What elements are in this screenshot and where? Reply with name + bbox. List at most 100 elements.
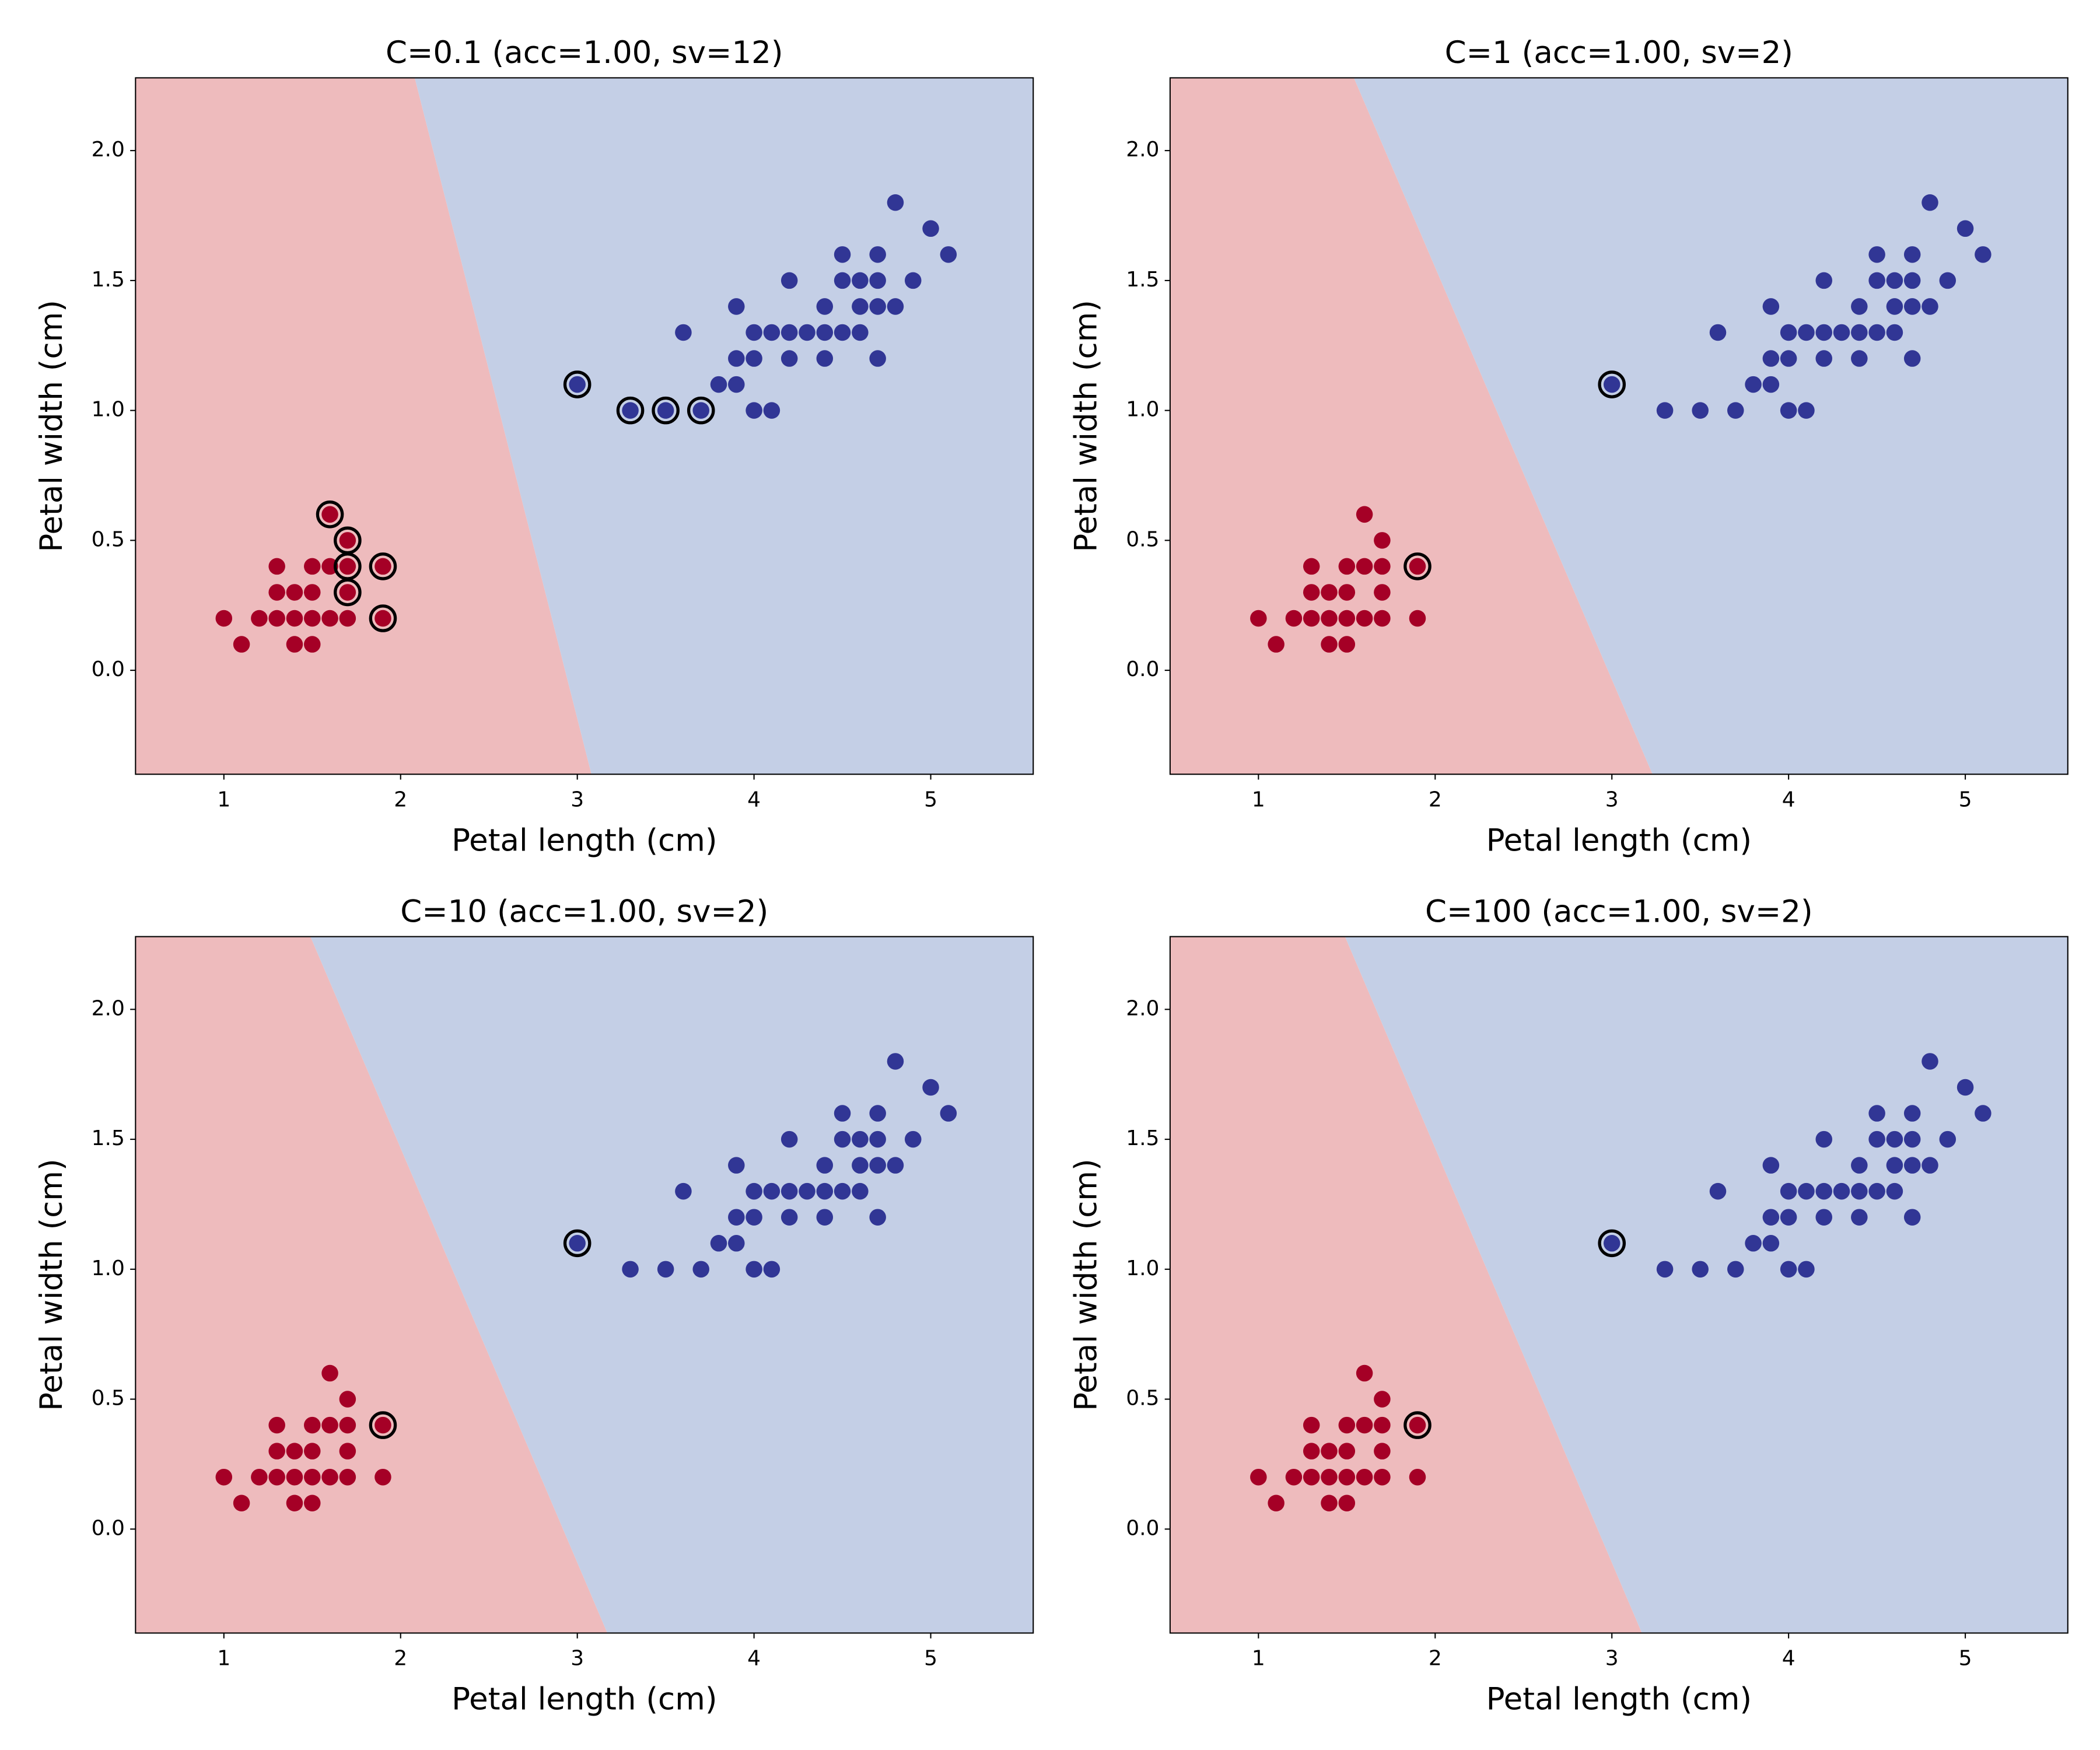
data-point-class-0 bbox=[374, 1416, 391, 1434]
data-point-class-1 bbox=[763, 402, 780, 419]
data-point-class-1 bbox=[1868, 272, 1885, 289]
chart-panel-3: 1 2 3 4 5 0.0 0.5 1.0 1.5 2.0 C=10 (acc=1.00, sv=2… bbox=[34, 894, 1034, 1717]
data-point-class-1 bbox=[869, 246, 886, 263]
support-vector-ring bbox=[1404, 1411, 1432, 1439]
data-point-class-1 bbox=[869, 1157, 886, 1174]
data-point-class-1 bbox=[1762, 1235, 1780, 1252]
support-vector-ring bbox=[652, 396, 680, 425]
data-point-class-0 bbox=[268, 1416, 285, 1434]
y-tick-label: 1.5 bbox=[92, 268, 125, 292]
x-axis-label: Petal length (cm) bbox=[1486, 1682, 1752, 1717]
data-point-class-1 bbox=[816, 298, 834, 315]
data-point-class-1 bbox=[834, 1105, 851, 1122]
data-point-class-1 bbox=[710, 1235, 727, 1252]
data-point-class-0 bbox=[286, 636, 303, 653]
y-tick-label: 2.0 bbox=[1126, 138, 1159, 162]
data-point-class-1 bbox=[816, 1209, 834, 1226]
y-tick-label: 1.0 bbox=[1126, 398, 1159, 422]
x-tick-label: 5 bbox=[1959, 788, 1972, 811]
data-point-class-1 bbox=[692, 402, 709, 419]
data-point-class-0 bbox=[339, 610, 356, 627]
support-vector-ring bbox=[1404, 552, 1432, 580]
data-point-class-1 bbox=[904, 272, 922, 289]
data-point-class-1 bbox=[746, 1182, 762, 1200]
x-tick-label: 3 bbox=[570, 788, 584, 811]
data-point-class-1 bbox=[1815, 1182, 1832, 1200]
data-point-class-1 bbox=[1886, 298, 1903, 315]
data-point-class-1 bbox=[1780, 1182, 1797, 1200]
data-point-class-1 bbox=[710, 376, 727, 393]
data-point-class-1 bbox=[1603, 376, 1620, 393]
data-point-class-0 bbox=[339, 1391, 356, 1408]
data-point-class-0 bbox=[321, 1416, 338, 1434]
data-point-class-0 bbox=[1338, 610, 1356, 627]
data-point-class-0 bbox=[1409, 558, 1426, 575]
data-point-class-0 bbox=[304, 610, 321, 627]
data-point-class-1 bbox=[869, 298, 886, 315]
y-tick-label: 2.0 bbox=[92, 996, 125, 1020]
data-point-class-0 bbox=[1321, 584, 1338, 601]
data-point-class-0 bbox=[1321, 1494, 1338, 1512]
data-point-class-0 bbox=[1374, 610, 1391, 627]
data-point-class-1 bbox=[1886, 1130, 1903, 1148]
data-point-class-1 bbox=[1780, 324, 1797, 341]
data-point-class-1 bbox=[1727, 1261, 1744, 1278]
support-vector-ring bbox=[369, 1411, 397, 1439]
y-tick-label: 1.0 bbox=[1126, 1256, 1159, 1280]
data-point-class-1 bbox=[569, 1235, 586, 1252]
decision-region-right bbox=[1345, 936, 2068, 1633]
support-vector-ring bbox=[687, 396, 715, 425]
data-point-class-1 bbox=[834, 272, 851, 289]
data-point-class-0 bbox=[1356, 558, 1373, 575]
data-point-class-0 bbox=[1285, 610, 1303, 627]
data-point-class-1 bbox=[887, 298, 904, 315]
data-point-class-1 bbox=[746, 1209, 762, 1226]
data-point-class-0 bbox=[304, 1443, 321, 1460]
decision-region-left bbox=[1170, 78, 1653, 775]
x-tick-label: 1 bbox=[217, 1647, 230, 1671]
data-point-class-1 bbox=[1745, 376, 1762, 393]
data-point-class-0 bbox=[1321, 1468, 1338, 1486]
data-point-class-0 bbox=[286, 1443, 303, 1460]
data-point-class-0 bbox=[304, 1494, 321, 1512]
data-point-class-1 bbox=[887, 1157, 904, 1174]
data-point-class-0 bbox=[251, 1468, 268, 1486]
data-point-class-0 bbox=[1338, 1468, 1356, 1486]
data-point-class-1 bbox=[852, 272, 869, 289]
data-point-class-0 bbox=[268, 610, 285, 627]
x-tick-label: 4 bbox=[1782, 1647, 1796, 1671]
data-point-class-1 bbox=[1709, 324, 1727, 341]
data-point-class-0 bbox=[304, 584, 321, 601]
data-point-class-0 bbox=[321, 506, 338, 523]
data-point-class-0 bbox=[286, 584, 303, 601]
x-tick-label: 3 bbox=[1605, 1647, 1619, 1671]
data-point-class-1 bbox=[1762, 376, 1780, 393]
data-point-class-1 bbox=[746, 350, 762, 367]
data-point-class-1 bbox=[799, 1182, 816, 1200]
x-axis-label: Petal length (cm) bbox=[1486, 822, 1752, 858]
data-point-class-1 bbox=[1692, 402, 1709, 419]
chart-title: C=1 (acc=1.00, sv=2) bbox=[1445, 35, 1793, 71]
y-tick-label: 0.0 bbox=[92, 657, 125, 681]
data-point-class-0 bbox=[339, 1443, 356, 1460]
data-point-class-0 bbox=[1374, 1468, 1391, 1486]
x-tick-label: 2 bbox=[1429, 1647, 1442, 1671]
x-tick-label: 4 bbox=[1782, 788, 1796, 811]
y-axis-label: Petal width (cm) bbox=[34, 1158, 69, 1411]
data-point-class-0 bbox=[374, 1468, 391, 1486]
x-tick-label: 4 bbox=[747, 788, 761, 811]
support-vector-ring bbox=[1598, 1229, 1626, 1258]
chart-title: C=10 (acc=1.00, sv=2) bbox=[400, 894, 768, 929]
axes-frame bbox=[1169, 936, 2068, 1634]
data-point-class-1 bbox=[1798, 1182, 1815, 1200]
data-point-class-1 bbox=[1886, 1182, 1903, 1200]
data-point-class-1 bbox=[852, 1157, 869, 1174]
data-point-class-0 bbox=[286, 1468, 303, 1486]
data-point-class-0 bbox=[374, 558, 391, 575]
data-point-class-1 bbox=[1922, 298, 1938, 315]
data-point-class-1 bbox=[763, 324, 780, 341]
data-point-class-1 bbox=[940, 1105, 957, 1122]
data-point-class-1 bbox=[1762, 1209, 1780, 1226]
data-point-class-1 bbox=[1656, 402, 1674, 419]
